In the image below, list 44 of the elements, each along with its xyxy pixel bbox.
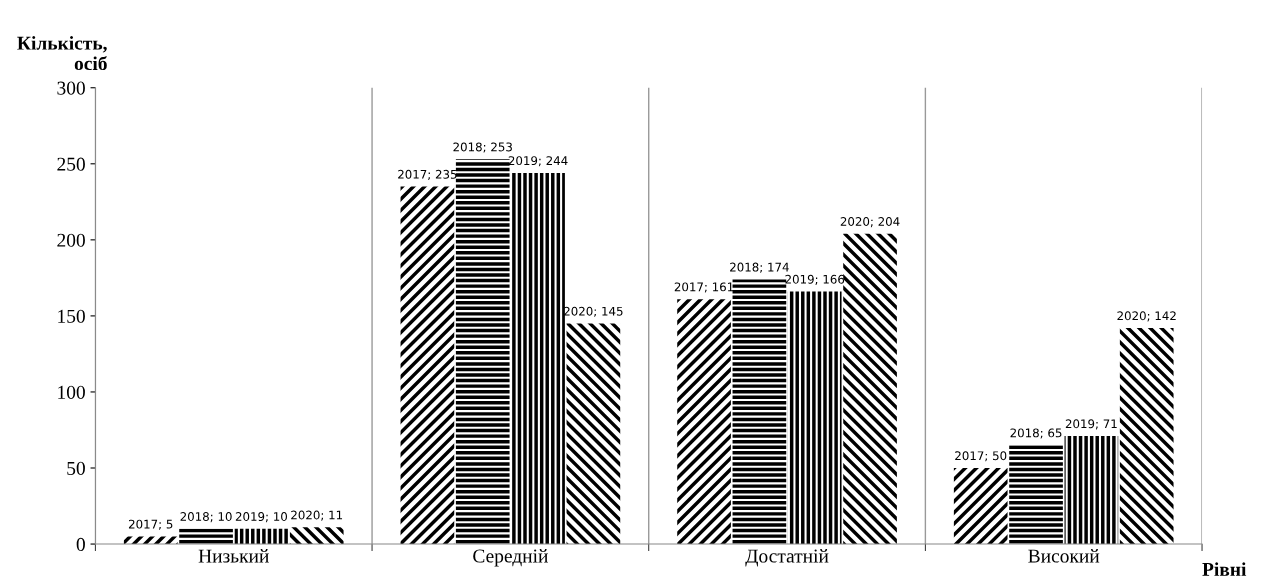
data-label: 2019; 71 <box>1065 419 1117 430</box>
data-label: 2018; 65 <box>1010 428 1062 439</box>
bar <box>511 172 565 545</box>
data-label: 2018; 10 <box>180 512 232 523</box>
y-tick-label: 300 <box>57 81 85 95</box>
bar <box>787 291 842 545</box>
bar <box>677 299 731 545</box>
data-label: 2018; 253 <box>453 142 512 153</box>
bar <box>843 233 897 545</box>
data-label: 2017; 50 <box>955 451 1007 462</box>
x-tick-label: Достатній <box>745 549 829 567</box>
bar <box>234 528 289 545</box>
bar <box>123 536 178 545</box>
bar <box>1119 328 1174 545</box>
data-label: 2019; 10 <box>235 512 288 523</box>
bar <box>1009 445 1063 545</box>
x-tick-label: Середній <box>473 549 548 567</box>
data-label: 2019; 166 <box>785 274 845 285</box>
x-tick-label: Високий <box>1028 549 1100 563</box>
data-label: 2017; 235 <box>398 169 457 180</box>
bar <box>566 323 621 545</box>
y-tick-label: 100 <box>58 385 85 399</box>
x-axis-title: Рівні <box>1202 562 1247 576</box>
data-label: 2020; 204 <box>840 216 900 228</box>
y-tick-label: 250 <box>57 157 85 171</box>
data-label: 2018; 174 <box>730 262 789 273</box>
data-label: 2017; 161 <box>674 282 734 293</box>
y-tick-label: 200 <box>57 233 85 247</box>
x-tick-label: Низький <box>198 549 269 563</box>
y-tick-label: 0 <box>76 537 85 551</box>
bar <box>400 186 455 545</box>
bar <box>455 159 510 545</box>
bar <box>179 528 233 545</box>
y-tick-label: 150 <box>58 309 85 323</box>
data-label: 2020; 11 <box>291 510 343 521</box>
bar <box>1064 436 1119 545</box>
bar <box>289 527 344 545</box>
data-label: 2017; 5 <box>128 519 173 530</box>
data-label: 2019; 244 <box>508 156 568 167</box>
y-axis-title: Кількість, осіб <box>17 36 107 71</box>
y-tick-label: 50 <box>67 461 85 475</box>
data-label: 2020; 142 <box>1117 311 1176 322</box>
bar <box>953 468 1008 545</box>
bar <box>732 279 787 545</box>
